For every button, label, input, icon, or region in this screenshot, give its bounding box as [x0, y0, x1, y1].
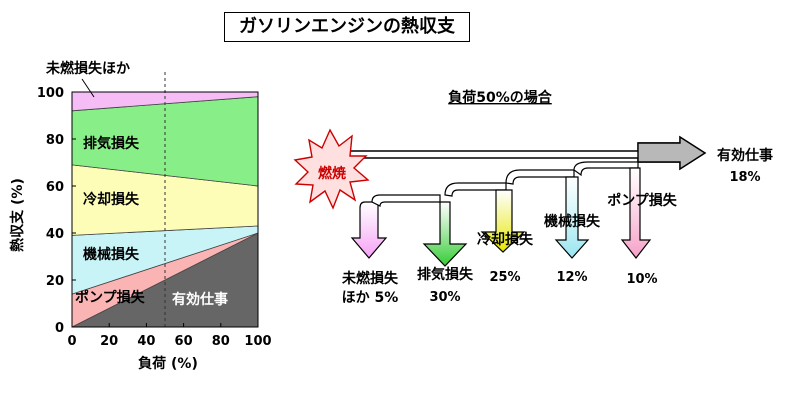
y-tick-label: 100: [37, 86, 64, 101]
loss-arrow-exhaust: [371, 194, 468, 267]
useful-work-arrow-fill: [637, 135, 707, 171]
loss-label: 排気損失: [417, 266, 474, 283]
y-axis-label: 熱収支 (%): [9, 178, 26, 252]
y-tick-label: 20: [46, 274, 64, 289]
loss-value: 10%: [626, 272, 657, 287]
loss-arrow-unburned: [350, 201, 388, 259]
plot-frame: [71, 91, 259, 328]
loss-arrow-pump: [573, 161, 652, 259]
chart-title: ガソリンエンジンの熱収支: [239, 16, 455, 37]
loss-label: 冷却損失: [477, 231, 534, 248]
loss-label: 機械損失: [544, 213, 601, 230]
loss-label: ポンプ損失: [607, 192, 678, 209]
x-tick-label: 0: [67, 334, 76, 349]
layer-labels: 有効仕事 ポンプ損失 機械損失 冷却損失 排気損失 未燃損失ほか: [46, 60, 228, 308]
layer-label: 有効仕事: [172, 291, 228, 308]
loss-value: 30%: [429, 290, 460, 305]
heat-flow-diagram: 負荷50%の場合 有効仕事 18% 未燃損失ほか 5% 排気損失 30% 冷却損失 25…: [293, 89, 773, 306]
layer-label: 冷却損失: [83, 191, 140, 208]
loss-label: 未燃損失: [342, 270, 399, 287]
loss-label: ほか 5%: [342, 290, 399, 306]
tick-labels: 0 20 40 60 80 100 0 20 40 60 80 100: [37, 86, 272, 349]
layer-label: 排気損失: [83, 135, 140, 152]
layer-label: 機械損失: [83, 246, 140, 263]
layer-label: ポンプ損失: [75, 289, 146, 306]
x-tick-label: 40: [137, 334, 155, 349]
stacked-area-chart: 0 20 40 60 80 100 0 20 40 60 80 100 有効仕事 ポンプ損失 機械損失 冷却…: [9, 60, 272, 372]
loss-value: 12%: [556, 270, 587, 285]
useful-work-label: 有効仕事: [717, 147, 773, 164]
loss-arrow-mechanical: [505, 169, 590, 259]
axis-ticks: [71, 91, 259, 328]
loss-arrow-cooling: [444, 182, 526, 253]
loss-value: 25%: [489, 270, 520, 285]
unburned-leader-line: [81, 78, 95, 98]
x-tick-label: 20: [100, 334, 118, 349]
layer-label: 未燃損失ほか: [46, 60, 130, 77]
flow-subtitle: 負荷50%の場合: [448, 89, 553, 106]
x-axis-label: 負荷 (%): [138, 355, 198, 372]
y-tick-label: 40: [46, 227, 64, 242]
x-tick-label: 60: [175, 334, 193, 349]
y-tick-label: 80: [46, 133, 64, 148]
chart-title-box: ガソリンエンジンの熱収支: [224, 12, 470, 42]
loss-labels: 未燃損失ほか 5% 排気損失 30% 冷却損失 25% 機械損失 12% ポンプ損失 10%: [342, 192, 678, 306]
x-tick-label: 80: [212, 334, 230, 349]
x-tick-label: 100: [244, 334, 271, 349]
combustion-label: 燃焼: [318, 165, 346, 182]
y-tick-label: 0: [55, 321, 64, 336]
combustion-starburst: [293, 128, 370, 210]
y-tick-label: 60: [46, 180, 64, 195]
useful-work-value: 18%: [729, 170, 760, 185]
